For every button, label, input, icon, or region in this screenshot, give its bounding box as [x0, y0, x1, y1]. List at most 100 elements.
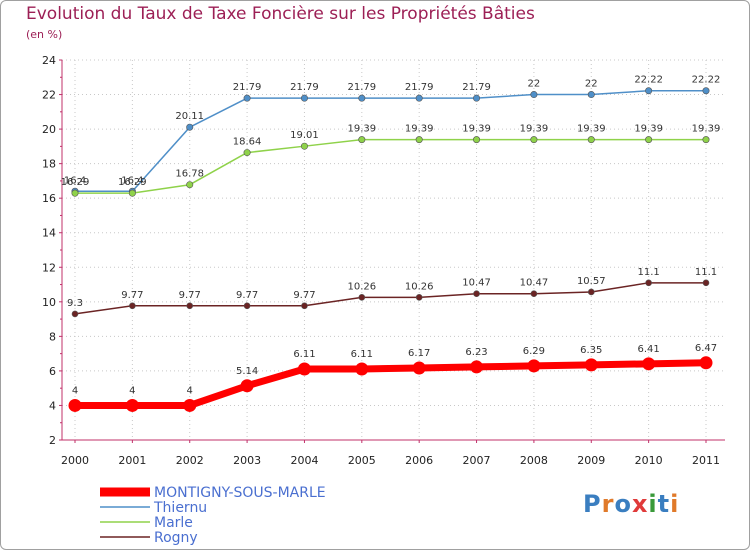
data-point-rogny — [71, 310, 79, 318]
data-point-thiernu — [530, 91, 538, 99]
data-label-marle: 16.29 — [118, 177, 147, 188]
data-point-thiernu — [358, 94, 366, 102]
logo-letter: t — [657, 490, 671, 518]
data-point-marle — [186, 181, 194, 189]
data-point-marle — [358, 136, 366, 144]
data-label-marle: 19.01 — [290, 130, 319, 141]
data-label-marle: 19.39 — [634, 124, 663, 135]
x-tick-label: 2007 — [463, 454, 491, 467]
data-label-montigny: 6.23 — [465, 347, 487, 358]
data-point-marle — [300, 142, 308, 150]
data-label-marle: 19.39 — [347, 124, 376, 135]
x-tick-label: 2005 — [348, 454, 376, 467]
data-label-thiernu: 21.79 — [462, 82, 491, 93]
x-tick-label: 2004 — [290, 454, 318, 467]
data-label-rogny: 10.47 — [520, 278, 549, 289]
y-tick-label: 20 — [42, 123, 56, 136]
data-point-marle — [473, 136, 481, 144]
data-point-rogny — [129, 302, 136, 310]
y-tick-label: 18 — [42, 158, 56, 171]
x-tick-label: 2001 — [118, 454, 146, 467]
data-label-montigny: 5.14 — [236, 366, 258, 377]
data-label-montigny: 6.47 — [695, 343, 717, 354]
data-label-rogny: 10.57 — [577, 276, 606, 287]
series-line-thiernu — [75, 89, 706, 193]
data-label-montigny: 6.17 — [408, 348, 430, 359]
series-line-rogny — [74, 282, 706, 315]
data-label-montigny: 6.29 — [523, 346, 545, 357]
series-line-montigny — [75, 359, 707, 409]
data-point-rogny — [301, 302, 308, 310]
data-label-montigny: 6.41 — [638, 344, 660, 355]
legend-label-thiernu: Thiernu — [153, 500, 207, 516]
data-label-thiernu: 22.22 — [692, 75, 721, 86]
logo-letter: P — [583, 490, 602, 518]
y-tick-label: 22 — [42, 89, 56, 102]
data-label-marle: 19.39 — [462, 124, 491, 135]
data-label-rogny: 9.77 — [179, 290, 201, 301]
data-label-thiernu: 22 — [528, 79, 541, 90]
data-label-rogny: 11.1 — [638, 267, 660, 278]
data-point-marle — [71, 189, 79, 197]
legend-label-montigny: MONTIGNY-SOUS-MARLE — [154, 485, 326, 501]
data-point-marle — [702, 136, 710, 144]
x-tick-label: 2003 — [233, 454, 261, 467]
logo-letter: i — [648, 490, 658, 518]
data-point-marle — [587, 136, 595, 144]
data-point-rogny — [415, 294, 423, 301]
y-tick-label: 16 — [42, 192, 56, 205]
data-point-thiernu — [186, 123, 194, 131]
data-label-montigny: 4 — [72, 385, 78, 396]
data-point-montigny — [68, 398, 82, 412]
data-label-marle: 19.39 — [520, 124, 549, 135]
data-label-montigny: 4 — [187, 385, 193, 396]
data-point-rogny — [587, 288, 595, 296]
series-line-marle — [75, 138, 706, 194]
data-point-rogny — [358, 294, 366, 301]
data-point-montigny — [642, 357, 656, 371]
chart-subtitle: (en %) — [26, 28, 63, 41]
data-point-thiernu — [415, 94, 423, 102]
legend-label-rogny: Rogny — [154, 530, 198, 546]
data-point-marle — [128, 189, 136, 197]
x-tick-label: 2006 — [405, 454, 433, 467]
y-tick-label: 6 — [49, 365, 56, 378]
y-tick-label: 4 — [49, 399, 56, 412]
data-point-thiernu — [645, 87, 653, 95]
data-label-thiernu: 21.79 — [290, 82, 319, 93]
data-label-rogny: 11.1 — [695, 267, 717, 278]
data-point-marle — [645, 136, 653, 144]
y-tick-label: 8 — [49, 330, 56, 343]
data-point-rogny — [186, 302, 194, 310]
data-point-montigny — [699, 356, 713, 370]
data-label-montigny: 6.11 — [351, 349, 373, 360]
logo-letter: i — [670, 490, 680, 518]
x-tick-label: 2002 — [176, 454, 204, 467]
data-label-thiernu: 21.79 — [233, 82, 262, 93]
data-point-thiernu — [702, 87, 710, 95]
x-tick-label: 2009 — [577, 454, 605, 467]
x-tick-label: 2010 — [635, 454, 663, 467]
data-point-montigny — [125, 398, 139, 412]
x-tick-label: 2000 — [61, 454, 89, 467]
data-label-rogny: 9.77 — [121, 290, 143, 301]
data-point-montigny — [527, 359, 541, 373]
data-point-rogny — [530, 290, 538, 298]
data-point-thiernu — [243, 94, 251, 102]
data-label-thiernu: 20.11 — [175, 111, 204, 122]
y-tick-label: 10 — [42, 296, 56, 309]
data-point-marle — [530, 136, 538, 144]
chart-title: Evolution du Taux de Taxe Foncière sur l… — [26, 4, 535, 24]
logo-letter: r — [601, 490, 615, 518]
data-label-thiernu: 22.22 — [634, 75, 663, 86]
data-label-thiernu: 16.4 — [121, 175, 143, 186]
data-label-thiernu: 16.4 — [64, 175, 86, 186]
data-label-montigny: 6.11 — [293, 349, 315, 360]
data-label-marle: 16.78 — [175, 169, 204, 180]
legend-label-marle: Marle — [154, 515, 193, 531]
data-label-montigny: 4 — [129, 385, 135, 396]
data-point-montigny — [240, 379, 254, 393]
x-tick-label: 2011 — [692, 454, 720, 467]
data-point-marle — [415, 136, 423, 144]
data-point-rogny — [243, 302, 251, 310]
